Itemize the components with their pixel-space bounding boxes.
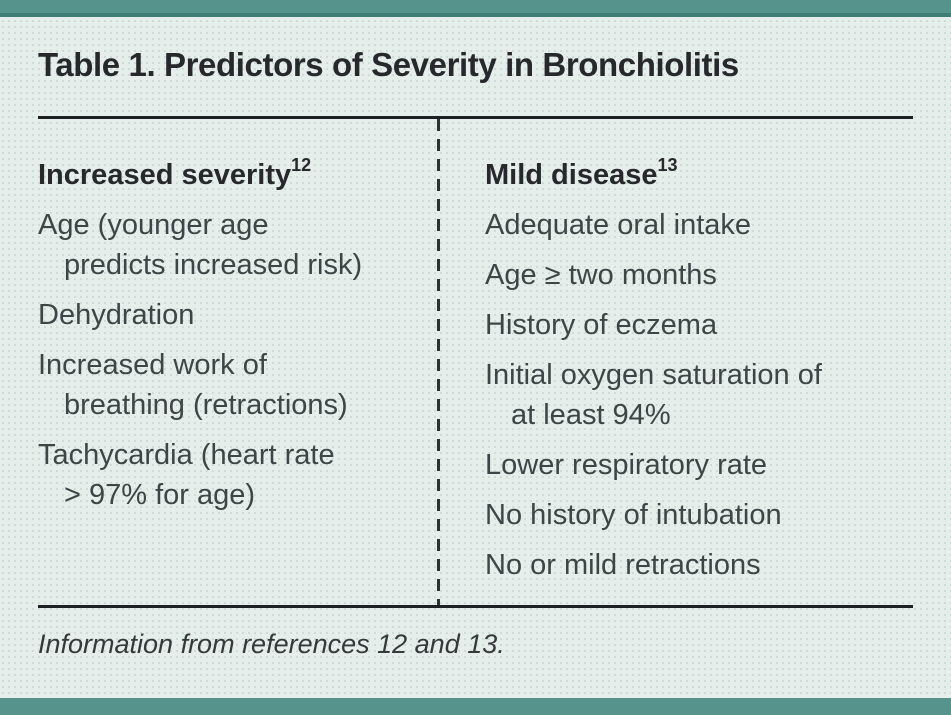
table-item: Lower respiratory rate <box>485 445 913 485</box>
column-header-text: Increased severity <box>38 159 292 191</box>
item-line: at least 94% <box>511 399 671 431</box>
item-line: Initial oxygen saturation of <box>485 359 822 391</box>
increased-severity-column: Increased severity12 Age (younger age pr… <box>38 119 437 605</box>
reference-superscript: 13 <box>657 155 678 175</box>
table-item: Increased work of breathing (retractions… <box>38 345 421 425</box>
table-item: Initial oxygen saturation of at least 94… <box>485 355 913 435</box>
column-divider <box>437 119 440 605</box>
item-line: History of eczema <box>485 309 718 341</box>
item-line: Age (younger age <box>38 209 269 241</box>
bottom-accent-bar <box>0 698 951 715</box>
column-header-mild-disease: Mild disease13 <box>485 155 913 195</box>
top-accent-bar <box>0 0 951 17</box>
reference-superscript: 12 <box>291 155 312 175</box>
table-item: History of eczema <box>485 305 913 345</box>
item-line: Adequate oral intake <box>485 209 752 241</box>
item-line: Age ≥ two months <box>485 259 717 291</box>
table-item: No history of intubation <box>485 495 913 535</box>
footnote: Information from references 12 and 13. <box>38 629 505 659</box>
item-line: Dehydration <box>38 299 195 331</box>
column-header-text: Mild disease <box>485 159 658 191</box>
table-item: No or mild retractions <box>485 545 913 585</box>
item-line: No history of intubation <box>485 499 782 531</box>
top-rule <box>38 116 913 119</box>
item-line: predicts increased risk) <box>64 249 363 281</box>
column-header-increased-severity: Increased severity12 <box>38 155 421 195</box>
table-item: Age (younger age predicts increased risk… <box>38 205 421 285</box>
table-columns: Increased severity12 Age (younger age pr… <box>38 119 913 605</box>
table-item: Age ≥ two months <box>485 255 913 295</box>
item-line: Tachycardia (heart rate <box>38 439 335 471</box>
item-line: No or mild retractions <box>485 549 761 581</box>
item-line: breathing (retractions) <box>64 389 348 421</box>
table-item: Tachycardia (heart rate > 97% for age) <box>38 435 421 515</box>
table-item: Adequate oral intake <box>485 205 913 245</box>
item-line: > 97% for age) <box>64 479 256 511</box>
table-item: Dehydration <box>38 295 421 335</box>
item-line: Lower respiratory rate <box>485 449 768 481</box>
item-line: Increased work of <box>38 349 267 381</box>
mild-disease-column: Mild disease13 Adequate oral intake Age … <box>440 119 913 605</box>
table-title: Table 1. Predictors of Severity in Bronc… <box>38 46 739 83</box>
bottom-rule <box>38 605 913 608</box>
